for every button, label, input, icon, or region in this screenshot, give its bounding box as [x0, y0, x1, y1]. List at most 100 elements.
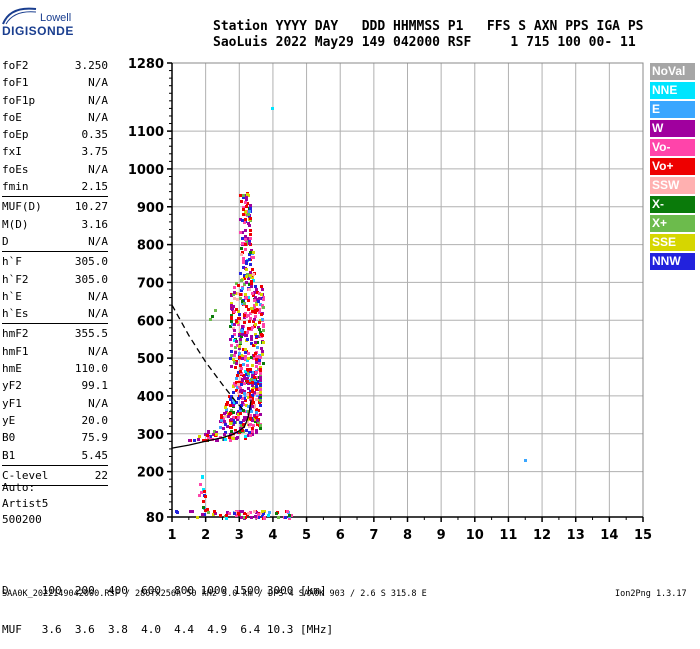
param-row-hmf2: hmF2 355.5	[2, 325, 108, 342]
echo-point	[232, 293, 235, 296]
echo-point	[247, 396, 250, 399]
echo-point	[254, 311, 257, 314]
echo-point	[236, 436, 239, 439]
echo-point	[212, 433, 215, 436]
echo-point	[262, 306, 265, 309]
param-label: hmE	[2, 362, 22, 376]
echo-point	[259, 399, 262, 402]
echo-point	[233, 286, 236, 289]
echo-point	[240, 289, 243, 292]
echo-point	[239, 297, 242, 300]
echo-point	[241, 287, 244, 290]
echo-point	[248, 253, 251, 256]
echo-point	[236, 418, 239, 421]
echo-point	[238, 381, 241, 384]
x-tick-label: 4	[268, 528, 277, 543]
echo-point	[243, 382, 246, 385]
echo-point	[229, 422, 232, 425]
echo-point	[219, 426, 222, 429]
echo-point	[246, 202, 249, 205]
echo-point	[240, 253, 243, 256]
param-value: 3.75	[81, 145, 109, 159]
echo-point	[262, 323, 265, 326]
param-label: foF2	[2, 59, 29, 72]
echo-point	[227, 415, 230, 418]
echo-point	[253, 406, 256, 409]
echo-point	[259, 376, 262, 379]
echo-point	[250, 338, 253, 341]
echo-point	[203, 513, 206, 516]
param-row-hf2: h`F2 305.0	[2, 271, 108, 288]
echo-point	[224, 423, 227, 426]
param-value: 22	[94, 468, 108, 482]
echo-point	[188, 439, 191, 442]
param-label: MUF(D)	[2, 200, 42, 214]
echo-point	[251, 276, 254, 279]
echo-point	[241, 333, 244, 336]
echo-point	[200, 491, 203, 494]
echo-point	[240, 424, 243, 427]
echo-point	[245, 281, 248, 284]
footer-file-info: SAA0K_2022149042000.RSF / 280fx256h 50 k…	[2, 589, 427, 599]
echo-point	[253, 306, 256, 309]
echo-point	[258, 311, 261, 314]
echo-point	[232, 435, 235, 438]
echo-point	[252, 279, 255, 282]
echo-point	[204, 509, 207, 512]
param-row-hes: h`Es N/A	[2, 305, 108, 322]
echo-point	[241, 357, 244, 360]
echo-point	[262, 296, 265, 299]
echo-point	[231, 323, 234, 326]
echo-point	[232, 385, 235, 388]
legend-item-nnw: NNW	[650, 253, 695, 270]
x-tick-label: 2	[201, 528, 210, 543]
echo-point	[254, 341, 257, 344]
echo-point	[261, 350, 264, 353]
echo-point	[242, 363, 245, 366]
echo-point	[215, 439, 218, 442]
echo-point	[230, 354, 233, 357]
echo-point	[243, 316, 246, 319]
echo-point	[230, 395, 233, 398]
legend-item-e: E	[650, 101, 695, 118]
echo-point	[232, 419, 235, 422]
echo-point	[275, 512, 278, 515]
echo-point	[247, 357, 250, 360]
echo-point	[238, 313, 241, 316]
echo-point	[244, 293, 247, 296]
ionogram-chart: 1 2 3 4 5 6 7 8 9 10 11 12 13 14 158020030040050060070…	[128, 57, 652, 543]
echo-point	[249, 317, 252, 320]
echo-point	[243, 314, 246, 317]
echo-point	[259, 372, 262, 375]
echo-point	[235, 377, 238, 380]
echo-point	[237, 317, 240, 320]
echo-point	[247, 410, 250, 413]
echo-point	[233, 333, 236, 336]
echo-point	[245, 240, 248, 243]
echo-point	[247, 512, 250, 515]
echo-point	[232, 358, 235, 361]
echo-point	[246, 368, 249, 371]
param-label: yE	[2, 413, 16, 427]
echo-point	[247, 352, 250, 355]
echo-point	[215, 433, 218, 436]
echo-point	[261, 334, 264, 337]
echo-point	[235, 340, 238, 343]
legend-item-vominus: Vo-	[650, 139, 695, 156]
echo-point	[256, 341, 259, 344]
echo-point	[255, 408, 258, 411]
echo-point	[239, 364, 242, 367]
echo-point	[254, 296, 257, 299]
echo-point	[251, 433, 254, 436]
echo-point	[256, 414, 259, 417]
echo-point	[230, 426, 233, 429]
echo-point	[243, 392, 246, 395]
param-value: 355.5	[74, 327, 108, 341]
echo-point	[239, 430, 242, 433]
echo-point	[237, 512, 240, 515]
echo-point	[242, 409, 245, 412]
y-tick-label: 700	[137, 276, 164, 291]
echo-point	[250, 280, 253, 283]
echo-point	[257, 380, 260, 383]
x-tick-label: 14	[600, 528, 618, 543]
